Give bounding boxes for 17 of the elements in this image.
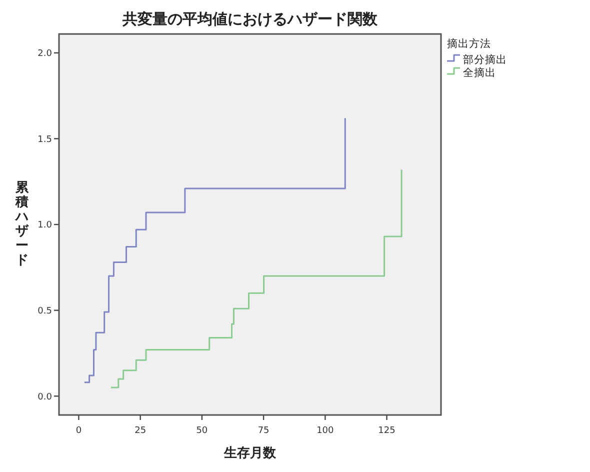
title: 共変量の平均値におけるハザード関数 xyxy=(122,10,378,28)
legend-label: 全摘出 xyxy=(463,67,496,79)
legend-title: 摘出方法 xyxy=(447,38,491,50)
xtick-label: 75 xyxy=(258,426,270,436)
ytick-label: 1.5 xyxy=(38,134,52,145)
ytick-label: 0.5 xyxy=(38,306,52,316)
ytick-label: 1.0 xyxy=(38,220,52,231)
xtick-label: 100 xyxy=(316,426,334,436)
ytick-label: 0.0 xyxy=(38,392,52,402)
xtick-label: 25 xyxy=(134,426,146,436)
xlabel: 生存月数 xyxy=(224,446,276,461)
xtick-label: 50 xyxy=(196,426,208,436)
xtick-label: 0 xyxy=(76,426,82,436)
ytick-label: 2.0 xyxy=(38,49,52,60)
ylabel: 累積ハザード xyxy=(16,180,28,268)
legend-label: 部分摘出 xyxy=(463,54,507,66)
xtick-label: 125 xyxy=(378,426,396,436)
